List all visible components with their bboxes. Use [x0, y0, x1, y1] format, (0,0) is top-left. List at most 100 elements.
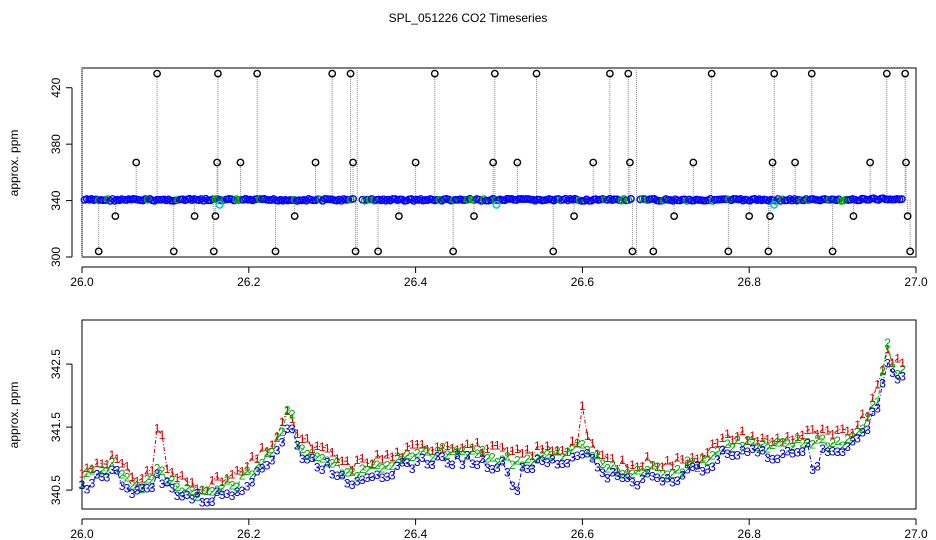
series-1-marker: 1 — [384, 447, 391, 461]
series-3-marker: 3 — [459, 458, 466, 472]
series-1-marker: 1 — [509, 444, 516, 458]
series-3-marker: 3 — [769, 453, 776, 467]
series-1-marker: 1 — [749, 429, 756, 443]
baseline-point — [897, 195, 906, 203]
series-3-marker: 3 — [199, 496, 206, 510]
outlier-point — [532, 69, 541, 78]
series-1-marker: 1 — [574, 436, 581, 450]
series-2-marker: 2 — [344, 465, 351, 479]
top-x-tick-label: 26.6 — [571, 275, 595, 289]
series-2-marker: 2 — [644, 464, 651, 478]
series-2-marker: 2 — [529, 455, 536, 469]
series-2-marker: 2 — [129, 478, 136, 492]
series-1-marker: 1 — [259, 441, 266, 455]
series-3-marker: 3 — [564, 456, 571, 470]
series-3-marker: 3 — [689, 460, 696, 474]
series-2-marker: 2 — [659, 467, 666, 481]
series-3-marker: 3 — [379, 471, 386, 485]
series-3-marker: 3 — [609, 465, 616, 479]
outlier-point — [236, 158, 245, 167]
series-1-marker: 1 — [739, 424, 746, 438]
outlier-point — [624, 69, 633, 78]
series-1-marker: 1 — [629, 458, 636, 472]
series-3-marker: 3 — [704, 462, 711, 476]
series-3-marker: 3 — [469, 457, 476, 471]
series-3-line — [81, 362, 903, 504]
top-x-tick-label: 26.0 — [70, 275, 94, 289]
series-3-marker: 3 — [194, 486, 201, 500]
series-2-marker: 2 — [414, 446, 421, 460]
series-1-marker: 1 — [339, 454, 346, 468]
series-2-marker: 2 — [569, 442, 576, 456]
series-2-marker: 2 — [689, 455, 696, 469]
series-2-marker: 2 — [889, 361, 896, 375]
outlier-point — [849, 212, 858, 220]
series-1-marker: 1 — [469, 441, 476, 455]
series-3-marker: 3 — [99, 470, 106, 484]
series-3-marker: 3 — [824, 445, 831, 459]
outlier-point — [190, 212, 199, 220]
co2-raw-panel: 26.0 26.2 26.4 26.6 26.8 27.0 300 340 380 420 app… — [7, 67, 928, 289]
series-3-marker: 3 — [389, 469, 396, 483]
series-1-marker: 1 — [159, 428, 166, 442]
series-1-marker: 1 — [394, 445, 401, 459]
series-3-marker: 3 — [614, 469, 621, 483]
series-3-marker: 3 — [589, 452, 596, 466]
outlier-point — [670, 212, 679, 220]
series-2-marker: 2 — [634, 463, 641, 477]
series-1-marker: 1 — [84, 461, 91, 475]
series-3-marker: 3 — [344, 476, 351, 490]
series-3-marker: 3 — [154, 467, 161, 481]
outlier-point — [606, 69, 614, 78]
series-3-marker: 3 — [204, 496, 211, 510]
series-1-marker: 1 — [199, 483, 206, 497]
series-3-marker: 3 — [364, 471, 371, 485]
outlier-point — [707, 69, 716, 78]
series-2-marker: 2 — [369, 458, 376, 472]
series-3-marker: 3 — [834, 445, 841, 459]
baseline-point — [699, 196, 708, 205]
series-3-marker: 3 — [429, 458, 436, 472]
series-2-marker: 2 — [849, 430, 856, 444]
outlier-point — [903, 212, 912, 220]
bottom-plot-ylabel: approx. ppm — [7, 382, 21, 449]
series-1-marker: 1 — [674, 450, 681, 464]
outlier-point — [169, 247, 178, 256]
series-2-marker: 2 — [609, 458, 616, 472]
series-3-marker: 3 — [874, 401, 881, 415]
series-3-marker: 3 — [164, 476, 171, 490]
series-1-marker: 1 — [119, 456, 126, 470]
series-3-marker: 3 — [809, 463, 816, 477]
series-1-marker: 1 — [734, 429, 741, 443]
series-2-marker: 2 — [829, 436, 836, 450]
bottom-x-tick-label: 26.0 — [70, 527, 94, 540]
series-2-marker: 2 — [759, 437, 766, 451]
series-1-marker: 1 — [419, 437, 426, 451]
series-3-marker: 3 — [144, 481, 151, 495]
series-1-marker: 1 — [604, 451, 611, 465]
series-1-marker: 1 — [529, 449, 536, 463]
series-3-marker: 3 — [539, 454, 546, 468]
series-1-marker: 1 — [874, 377, 881, 391]
series-2-marker: 2 — [314, 450, 321, 464]
bottom-x-tick-label: 26.2 — [237, 527, 261, 540]
series-3-marker: 3 — [899, 369, 906, 383]
series-3-marker: 3 — [369, 470, 376, 484]
baseline-point — [482, 196, 491, 205]
series-2-marker: 2 — [309, 446, 316, 460]
outlier-point — [768, 158, 777, 167]
series-3-marker: 3 — [399, 456, 406, 470]
series-1-marker: 1 — [824, 423, 831, 437]
series-3-marker: 3 — [254, 464, 261, 478]
top-y-tick-label: 420 — [49, 77, 63, 97]
series-3-marker: 3 — [594, 460, 601, 474]
series-1-marker: 1 — [819, 422, 826, 436]
series-3-marker: 3 — [484, 461, 491, 475]
series-1-marker: 1 — [179, 469, 186, 483]
series-1-marker: 1 — [804, 423, 811, 437]
series-2-marker: 2 — [614, 466, 621, 480]
series-3-marker: 3 — [829, 445, 836, 459]
series-2-marker: 2 — [109, 455, 116, 469]
series-3-marker: 3 — [329, 468, 336, 482]
